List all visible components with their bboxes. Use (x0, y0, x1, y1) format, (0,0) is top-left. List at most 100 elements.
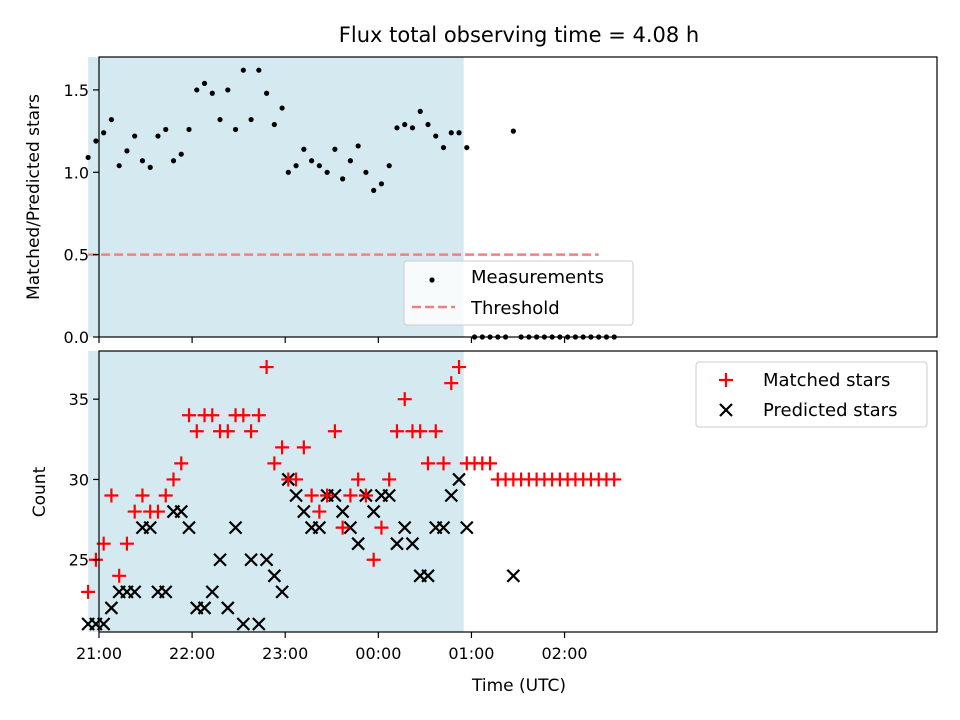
bottom-axes-frame (98, 350, 938, 633)
matched-point (358, 488, 373, 503)
measurement-point (124, 148, 130, 154)
measurement-point (101, 130, 107, 136)
bottom-panel: 25 30 35 21:00 22:00 23:00 00:00 01:00 02:00 Co… (30, 350, 938, 696)
y-tick-label: 30 (69, 470, 89, 489)
x-axis-label: Time (UTC) (471, 676, 566, 696)
predicted-point (343, 520, 358, 535)
matched-point (428, 424, 443, 439)
predicted-point (405, 536, 420, 551)
bottom-legend: Matched stars Predicted stars (695, 361, 928, 428)
bottom-y-ticks: 25 30 35 (69, 390, 99, 570)
predicted-point (104, 601, 119, 615)
matched-point (420, 456, 435, 471)
matched-point (220, 424, 235, 439)
measurement-point (217, 116, 223, 123)
bottom-plot-marks (81, 360, 622, 631)
x-tick-label: 01:00 (448, 644, 494, 663)
predicted-point (197, 601, 212, 615)
measurement-point (108, 116, 115, 123)
predicted-point (382, 488, 396, 503)
measurement-point (271, 121, 277, 128)
predicted-point (221, 601, 235, 615)
matched-point (112, 568, 127, 583)
predicted-point (351, 536, 365, 551)
legend-matched-marker (719, 373, 733, 387)
matched-point (335, 520, 350, 535)
top-y-axis-label: Matched/Predicted stars (24, 94, 44, 300)
predicted-point (335, 504, 350, 519)
measurement-point (285, 169, 291, 175)
matched-point (174, 456, 189, 471)
measurement-point (355, 143, 361, 149)
matched-point (81, 584, 96, 599)
y-tick-label: 0.0 (64, 328, 89, 347)
measurement-point (456, 130, 462, 136)
predicted-point (312, 520, 327, 535)
matched-point (327, 424, 342, 439)
matched-point (343, 488, 358, 503)
predicted-point (158, 585, 173, 599)
measurement-point (116, 163, 122, 169)
predicted-point (267, 569, 282, 583)
measurement-point (194, 87, 200, 93)
measurement-point (186, 126, 192, 133)
matched-point (444, 376, 459, 391)
top-legend-box (403, 260, 634, 326)
predicted-point (289, 488, 303, 503)
measurement-point (448, 130, 454, 136)
measurement-point (440, 144, 447, 151)
predicted-point (421, 569, 435, 583)
chart-title: Flux total observing time = 4.08 h (339, 23, 699, 47)
predicted-point (213, 552, 227, 567)
legend-matched-label: Matched stars (763, 370, 890, 391)
measurement-point (394, 125, 400, 131)
measurement-point (178, 151, 184, 157)
matched-point (205, 408, 220, 423)
measurement-point (201, 80, 208, 86)
predicted-point (236, 617, 251, 631)
predicted-point (436, 520, 451, 535)
matched-point (104, 488, 119, 503)
y-tick-label: 25 (69, 551, 89, 570)
predicted-point (444, 488, 459, 503)
predicted-point (297, 504, 311, 519)
top-panel: 0.0 0.5 1.0 1.5 Matched/Predicted stars Mea… (24, 56, 938, 347)
predicted-point (205, 585, 220, 599)
measurement-point (232, 126, 239, 133)
y-tick-label: 1.5 (64, 81, 89, 100)
matched-point (296, 440, 311, 455)
predicted-point (397, 520, 412, 535)
matched-point (607, 472, 622, 487)
legend-predicted-label: Predicted stars (763, 400, 897, 421)
x-tick-label: 23:00 (262, 644, 308, 663)
matched-point (244, 424, 259, 439)
measurement-point (163, 126, 169, 133)
matched-point (182, 408, 197, 423)
measurement-point (409, 125, 416, 131)
measurement-point (279, 105, 285, 111)
observing-interval-shade-bottom (88, 351, 464, 632)
matched-point (251, 408, 266, 423)
top-axes-frame (98, 56, 938, 338)
x-tick-label: 21:00 (76, 644, 122, 663)
matched-point (312, 504, 327, 519)
matched-point (397, 392, 412, 407)
predicted-point (143, 520, 157, 535)
matched-point (135, 488, 150, 503)
predicted-point (460, 520, 474, 535)
y-tick-label: 35 (69, 390, 89, 409)
x-tick-label: 02:00 (542, 644, 588, 663)
measurement-point (433, 133, 439, 139)
predicted-point (244, 552, 258, 567)
predicted-point (182, 520, 196, 535)
top-plot-marks (85, 67, 617, 340)
predicted-point (506, 569, 521, 583)
y-tick-label: 1.0 (64, 163, 89, 182)
matched-point (413, 424, 428, 439)
measurement-point (510, 128, 516, 134)
measurement-point (240, 67, 246, 73)
matched-point (275, 440, 290, 455)
matched-point (259, 360, 274, 375)
matched-point (304, 488, 319, 503)
measurement-point (417, 108, 423, 114)
